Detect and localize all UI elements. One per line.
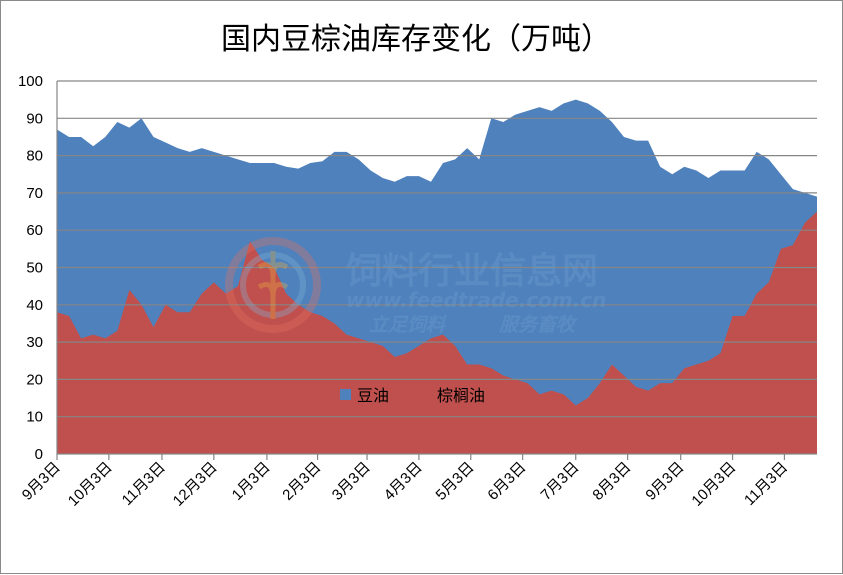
watermark-url: www.feedtrade.com.cn [346, 288, 606, 312]
y-tick-label: 90 [26, 110, 43, 127]
y-tick-label: 10 [26, 409, 43, 426]
x-tick-label: 9月3日 [19, 459, 64, 504]
watermark-logo-icon [225, 237, 321, 333]
x-tick-label: 11月3日 [741, 459, 791, 509]
gridlines [57, 80, 817, 418]
legend-label-soybean-oil: 豆油 [357, 386, 389, 405]
legend-label-palm-oil: 棕榈油 [437, 386, 485, 405]
x-tick-label: 6月3日 [484, 459, 529, 504]
x-tick-label: 10月3日 [688, 459, 739, 510]
x-tick-label: 4月3日 [381, 459, 426, 504]
x-tick-label: 11月3日 [119, 459, 169, 509]
palm-oil-area [57, 211, 817, 454]
x-tick-label: 7月3日 [538, 459, 583, 504]
legend-swatch-palm-oil [420, 389, 431, 400]
plot-area [57, 99, 817, 455]
axes [56, 81, 817, 455]
y-tick-label: 70 [26, 185, 43, 202]
y-tick-label: 20 [26, 371, 43, 388]
watermark: 饲料行业信息网 www.feedtrade.com.cn 立足饲料 服务畜牧 [225, 237, 606, 336]
y-tick-label: 100 [18, 73, 43, 90]
x-tick-label: 12月3日 [170, 459, 221, 510]
x-tick-label: 10月3日 [65, 459, 116, 510]
y-tick-label: 30 [26, 334, 43, 351]
y-tick-label: 0 [35, 446, 43, 463]
y-tick-label: 60 [26, 222, 43, 239]
chart-title: 国内豆棕油库存变化（万吨） [221, 22, 611, 57]
legend: 豆油 棕榈油 [340, 386, 485, 405]
x-tick-label: 3月3日 [329, 459, 374, 504]
x-tick-label: 1月3日 [229, 459, 274, 504]
x-tick-label: 9月3日 [642, 459, 687, 504]
x-axis-ticks: 9月3日 10月3日 11月3日 12月3日 1月3日 2月3日 3月3日 4月3日 5月3日 6… [19, 454, 791, 510]
x-tick-label: 5月3日 [433, 459, 478, 504]
x-tick-label: 2月3日 [279, 459, 324, 504]
watermark-slogan-right: 服务畜牧 [498, 314, 578, 336]
y-axis-ticks: 0 10 20 30 40 50 60 70 80 90 100 [18, 73, 43, 463]
y-tick-label: 50 [26, 260, 43, 277]
watermark-slogan-left: 立足饲料 [369, 314, 447, 336]
legend-swatch-soybean-oil [340, 389, 351, 400]
watermark-site-name: 饲料行业信息网 [346, 251, 598, 292]
y-tick-label: 80 [26, 148, 43, 165]
y-tick-label: 40 [26, 297, 43, 314]
x-tick-label: 8月3日 [589, 459, 634, 504]
